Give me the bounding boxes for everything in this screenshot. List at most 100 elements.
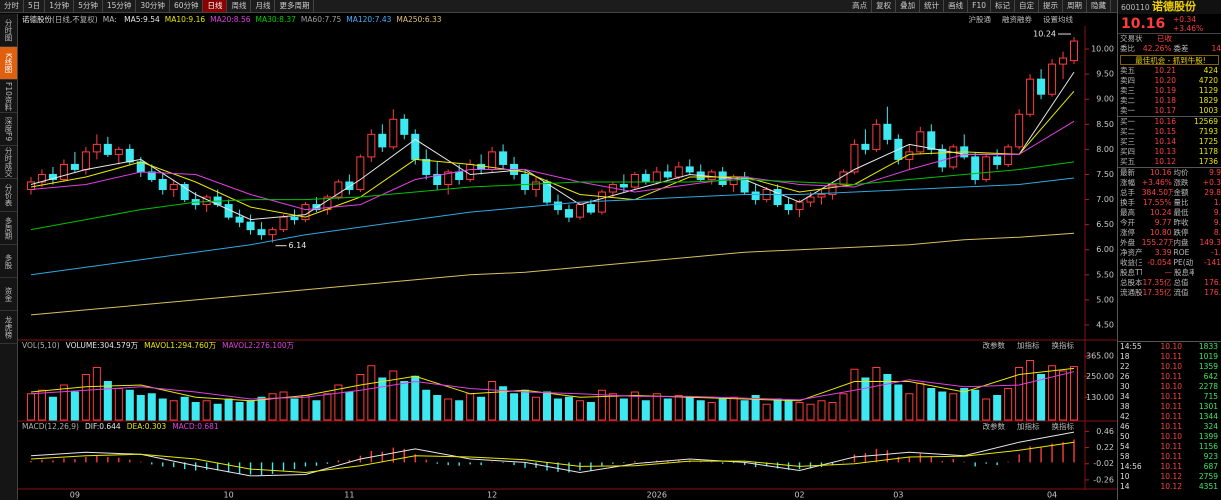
cell: 委差 — [1173, 44, 1189, 53]
period-tab[interactable]: 分时 — [0, 0, 24, 12]
tool-button[interactable]: 高点 — [848, 0, 873, 12]
y-tick-label: 130.00 — [1086, 393, 1114, 402]
notice[interactable]: 最佳机会 - 抓到牛股! — [1120, 55, 1219, 65]
stock-name: 诺德股份 — [1152, 0, 1197, 13]
quote-row: 18 10.11 1019 — [1118, 352, 1221, 362]
tool-button[interactable]: 提示 — [1039, 0, 1063, 12]
volume-bar — [729, 396, 738, 421]
tool-button[interactable]: F10 — [968, 0, 991, 12]
period-tab[interactable]: 月线 — [251, 0, 276, 12]
side-tab[interactable]: 多周期 — [0, 212, 17, 245]
tool-button[interactable]: 标记 — [991, 0, 1015, 12]
volume-bar — [685, 396, 694, 421]
quote-row: 外盘 155.27万 内盘 149.3 — [1118, 238, 1221, 248]
price-row: 10.16 +0.34 +3.46% — [1118, 14, 1221, 34]
volume-bar — [114, 388, 123, 421]
volume-bar — [1026, 360, 1035, 421]
side-tab[interactable]: K线图 — [0, 47, 17, 80]
volume-bar — [59, 384, 68, 421]
pane-button[interactable]: 改参数 — [982, 422, 1006, 431]
pane-button[interactable]: 加指标 — [1017, 341, 1040, 350]
indicator-line — [30, 161, 1075, 231]
pane-button[interactable]: 改参数 — [982, 341, 1006, 350]
header-button[interactable]: 融资融券 — [1002, 15, 1032, 24]
candle-body — [1059, 57, 1068, 65]
tool-button[interactable]: 自定 — [1015, 0, 1039, 12]
quote-row: 最新 10.16 均价 9.9 — [1118, 168, 1221, 178]
cell: 2759 — [1198, 472, 1218, 481]
side-tab[interactable]: F10资料 — [0, 80, 17, 113]
cell: 买三 — [1120, 137, 1135, 146]
side-tab[interactable]: 多股 — [0, 245, 17, 278]
cell: 涨停 — [1120, 228, 1135, 237]
side-tab[interactable]: 龙虎榜 — [0, 311, 17, 344]
cell: 内盘 — [1173, 238, 1189, 247]
period-tab[interactable]: 30分钟 — [136, 0, 170, 12]
cell: 1178 — [1198, 147, 1218, 156]
cell: 10 — [1120, 472, 1130, 481]
tool-button[interactable]: 复权 — [872, 0, 897, 12]
cell: 1833 — [1198, 342, 1218, 351]
period-tab[interactable]: 15分钟 — [103, 0, 137, 12]
volume-bar — [477, 396, 486, 421]
volume-bar — [927, 388, 936, 421]
period-tab[interactable]: 5分钟 — [74, 0, 103, 12]
side-tab[interactable]: 分价表 — [0, 179, 17, 212]
cell: 10.16 — [1150, 168, 1172, 177]
candle-body — [158, 178, 167, 191]
pane-button[interactable]: 换指标 — [1051, 341, 1075, 350]
candle-body — [872, 123, 881, 150]
quote-row: 净资产 3.39 ROE -1. — [1118, 248, 1221, 258]
quote-row: 买一 10.16 12569 — [1118, 117, 1221, 127]
tool-button[interactable]: 叠加 — [896, 0, 921, 12]
tool-button[interactable]: 画线 — [944, 0, 969, 12]
volume-bar — [960, 388, 969, 421]
period-tab[interactable]: 60分钟 — [170, 0, 204, 12]
tool-button[interactable]: 隐藏 — [1087, 0, 1111, 12]
candle-body — [663, 171, 672, 178]
volume-bar — [949, 393, 958, 421]
cell: 量比 — [1173, 198, 1189, 207]
candle-body — [707, 171, 716, 180]
tool-button[interactable]: 统计 — [920, 0, 945, 12]
cell: 委比 — [1120, 44, 1135, 53]
candle-body — [268, 229, 277, 236]
pane-button[interactable]: 换指标 — [1051, 422, 1075, 431]
period-tab[interactable]: 1分钟 — [45, 0, 75, 12]
cell: 1725 — [1198, 137, 1218, 146]
pane-button[interactable]: 加指标 — [1017, 422, 1040, 431]
cell: 最新 — [1120, 168, 1135, 177]
cell: 923 — [1203, 452, 1218, 461]
side-tab[interactable]: 资金 — [0, 278, 17, 311]
cell: +3.46% — [1141, 178, 1172, 187]
tool-button[interactable]: 周期 — [1063, 0, 1087, 12]
legend-item: VOLUME:304.579万 — [65, 341, 139, 350]
chart-area: 4.50 5.00 5.50 6.00 6.50 7.00 7.50 8.00 8.50 9.00… — [18, 26, 1117, 500]
period-tab[interactable]: 5日 — [24, 0, 46, 12]
indicator-line — [30, 232, 1075, 316]
header-button[interactable]: 设置均线 — [1043, 15, 1073, 24]
x-tick-label: 03 — [893, 491, 903, 500]
cell: 1156 — [1198, 442, 1218, 451]
volume-bar — [345, 391, 354, 421]
period-tab[interactable]: 更多周期 — [275, 0, 315, 12]
quote-row: 26 10.11 642 — [1118, 372, 1221, 382]
volume-bar — [707, 402, 716, 421]
change: +0.34 — [1173, 14, 1196, 24]
cell: ROE — [1173, 248, 1190, 257]
side-tab[interactable]: 分时成交 — [0, 146, 17, 179]
cell: 卖三 — [1120, 86, 1135, 95]
volume-bar — [510, 393, 519, 421]
period-tab[interactable]: 日线 — [203, 0, 228, 12]
period-tab[interactable]: 周线 — [227, 0, 252, 12]
candle-body — [356, 156, 365, 191]
quote-panel: 600110 诺德股份 10.16 +0.34+3.46% 交易状态已收委比42… — [1117, 0, 1221, 500]
volume-bar — [455, 400, 464, 421]
cell: 均价 — [1173, 168, 1189, 177]
cell: 1359 — [1198, 362, 1218, 371]
side-tab[interactable]: 深度F9 — [0, 113, 17, 146]
header-button[interactable]: 沪股通 — [968, 15, 992, 24]
volume-bar — [411, 375, 420, 421]
ma-value: MA120:7.43 — [346, 15, 392, 24]
side-tab[interactable]: 分时图 — [0, 14, 17, 47]
